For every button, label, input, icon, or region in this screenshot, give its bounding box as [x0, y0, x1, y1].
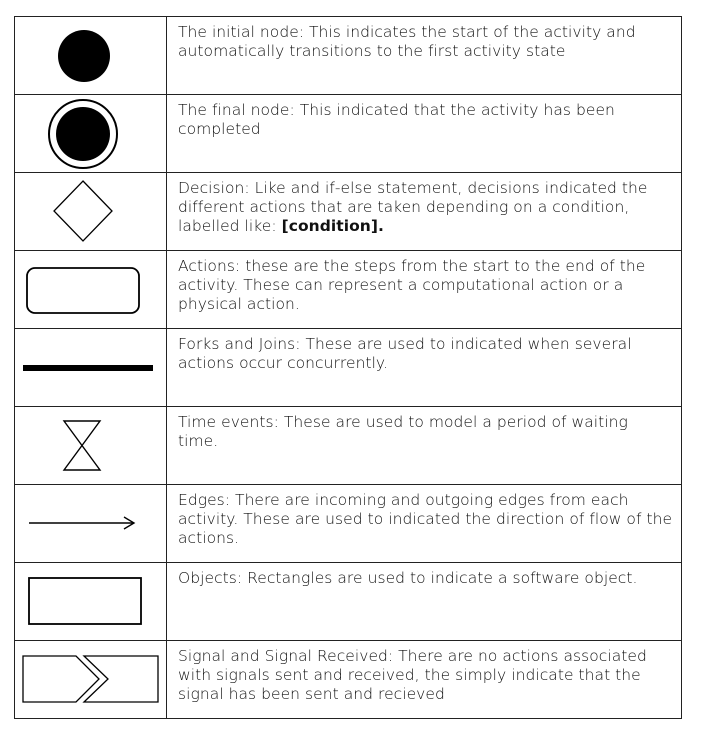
- uml-activity-legend-table: The initial node: This indicates the sta…: [14, 16, 682, 719]
- table-row: Actions: these are the steps from the st…: [14, 250, 682, 329]
- description-cell: The final node: This indicated that the …: [166, 94, 682, 173]
- symbol-cell: [14, 640, 167, 719]
- description-cell: Decision: Like and if-else statement, de…: [166, 172, 682, 251]
- condition-label: [condition].: [281, 217, 384, 236]
- symbol-cell: [14, 250, 167, 329]
- signal-send-receive-icon: [22, 655, 159, 703]
- action-rounded-rect-icon: [26, 267, 140, 314]
- description-cell: Objects: Rectangles are used to indicate…: [166, 562, 682, 641]
- symbol-cell: [14, 484, 167, 563]
- table-row: Time events: These are used to model a p…: [14, 406, 682, 485]
- object-rect-icon: [28, 577, 142, 625]
- symbol-cell: [14, 172, 167, 251]
- description-cell: Time events: These are used to model a p…: [166, 406, 682, 485]
- symbol-cell: [14, 562, 167, 641]
- hourglass-icon: [62, 420, 102, 471]
- symbol-cell: [14, 406, 167, 485]
- decision-diamond-icon: [53, 180, 113, 242]
- edge-arrow-icon: [29, 516, 136, 530]
- description-cell: Actions: these are the steps from the st…: [166, 250, 682, 329]
- symbol-cell: [14, 328, 167, 407]
- symbol-cell: [14, 16, 167, 95]
- table-row: The final node: This indicated that the …: [14, 94, 682, 173]
- table-row: Edges: There are incoming and outgoing e…: [14, 484, 682, 563]
- symbol-cell: [14, 94, 167, 173]
- description-cell: Forks and Joins: These are used to indic…: [166, 328, 682, 407]
- table-row: The initial node: This indicates the sta…: [14, 16, 682, 95]
- fork-join-bar-icon: [23, 365, 153, 371]
- table-row: Forks and Joins: These are used to indic…: [14, 328, 682, 407]
- table-row: Signal and Signal Received: There are no…: [14, 640, 682, 719]
- description-cell: Edges: There are incoming and outgoing e…: [166, 484, 682, 563]
- table-row: Decision: Like and if-else statement, de…: [14, 172, 682, 251]
- initial-node-icon: [58, 30, 110, 82]
- description-cell: The initial node: This indicates the sta…: [166, 16, 682, 95]
- final-node-icon: [48, 99, 118, 169]
- table-row: Objects: Rectangles are used to indicate…: [14, 562, 682, 641]
- description-text: Decision: Like and if-else statement, de…: [178, 179, 648, 236]
- description-cell: Signal and Signal Received: There are no…: [166, 640, 682, 719]
